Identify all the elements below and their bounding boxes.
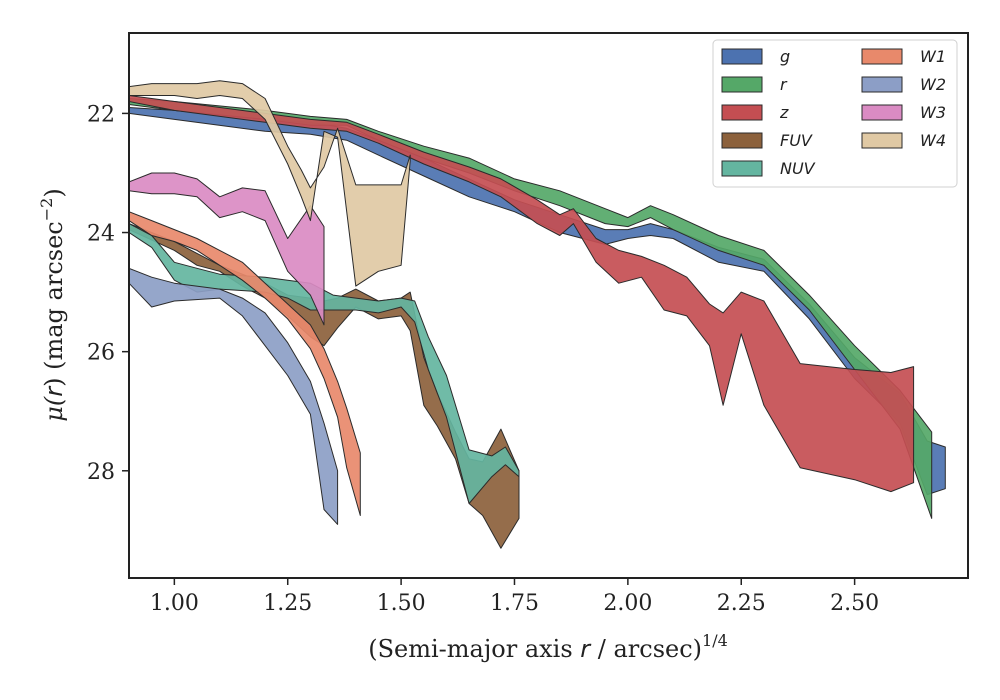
legend-label-w1: W1 xyxy=(920,47,946,66)
x-axis-label: (Semi-major axis r / arcsec)1/4 xyxy=(368,631,728,663)
x-tick-label: 2.25 xyxy=(717,591,766,616)
legend-label-g: g xyxy=(780,47,790,66)
x-axis-label-main: (Semi-major axis xyxy=(368,635,580,663)
x-tick-label: 2.00 xyxy=(603,591,652,616)
legend-label-nuv: NUV xyxy=(780,159,816,178)
series-band-w3 xyxy=(129,172,325,326)
legend-swatch-z xyxy=(721,104,763,121)
x-tick-label: 2.50 xyxy=(830,591,879,616)
legend-label-z: z xyxy=(779,103,789,122)
legend-label-fuv: FUV xyxy=(780,131,813,150)
legend-label-w2: W2 xyxy=(920,75,946,94)
legend: grz FUV NUV W1 W2 W3 W4 xyxy=(712,39,958,188)
x-tick-label: 1.25 xyxy=(263,591,312,616)
y-axis-label-unit: ) (mag arcsec xyxy=(40,221,68,387)
legend-swatch-nuv xyxy=(721,160,763,177)
y-tick-label: 24 xyxy=(87,222,115,247)
y-axis-label-exponent: −2 xyxy=(37,198,56,222)
x-tick-label: 1.50 xyxy=(377,591,426,616)
legend-swatch-w4 xyxy=(861,132,903,149)
plot-frame xyxy=(128,32,969,579)
x-tick-label: 1.75 xyxy=(490,591,539,616)
series-band-w1 xyxy=(129,211,361,516)
legend-swatch-w2 xyxy=(861,76,903,93)
legend-label-r: r xyxy=(780,75,788,94)
series-band-w4 xyxy=(129,80,411,287)
legend-swatch-g xyxy=(721,48,763,65)
x-axis-label-exponent: 1/4 xyxy=(702,631,728,650)
legend-swatch-w3 xyxy=(861,104,903,121)
legend-swatch-w1 xyxy=(861,48,903,65)
y-axis-label-symbol: μ( xyxy=(40,396,68,422)
legend-swatch-r xyxy=(721,76,763,93)
y-tick-label: 26 xyxy=(87,341,115,366)
x-axis: 1.00 1.25 1.50 1.75 2.00 2.25 2.50 xyxy=(150,578,879,616)
y-axis: 22 24 26 28 xyxy=(87,102,129,485)
y-axis-label: μ(r) (mag arcsec−2) xyxy=(37,188,68,421)
legend-swatch-fuv xyxy=(721,132,763,149)
y-tick-label: 22 xyxy=(87,102,115,127)
series-band-z xyxy=(129,95,915,493)
y-axis-label-close: ) xyxy=(40,188,68,197)
y-axis-label-variable: r xyxy=(40,385,68,397)
x-axis-label-unit: / arcsec) xyxy=(590,635,702,663)
legend-label-w4: W4 xyxy=(920,131,946,150)
x-axis-label-variable: r xyxy=(580,635,592,663)
series-layer xyxy=(129,80,946,549)
series-band-w2 xyxy=(129,267,339,525)
y-tick-label: 28 xyxy=(87,460,115,485)
legend-label-w3: W3 xyxy=(920,103,946,122)
x-tick-label: 1.00 xyxy=(150,591,199,616)
